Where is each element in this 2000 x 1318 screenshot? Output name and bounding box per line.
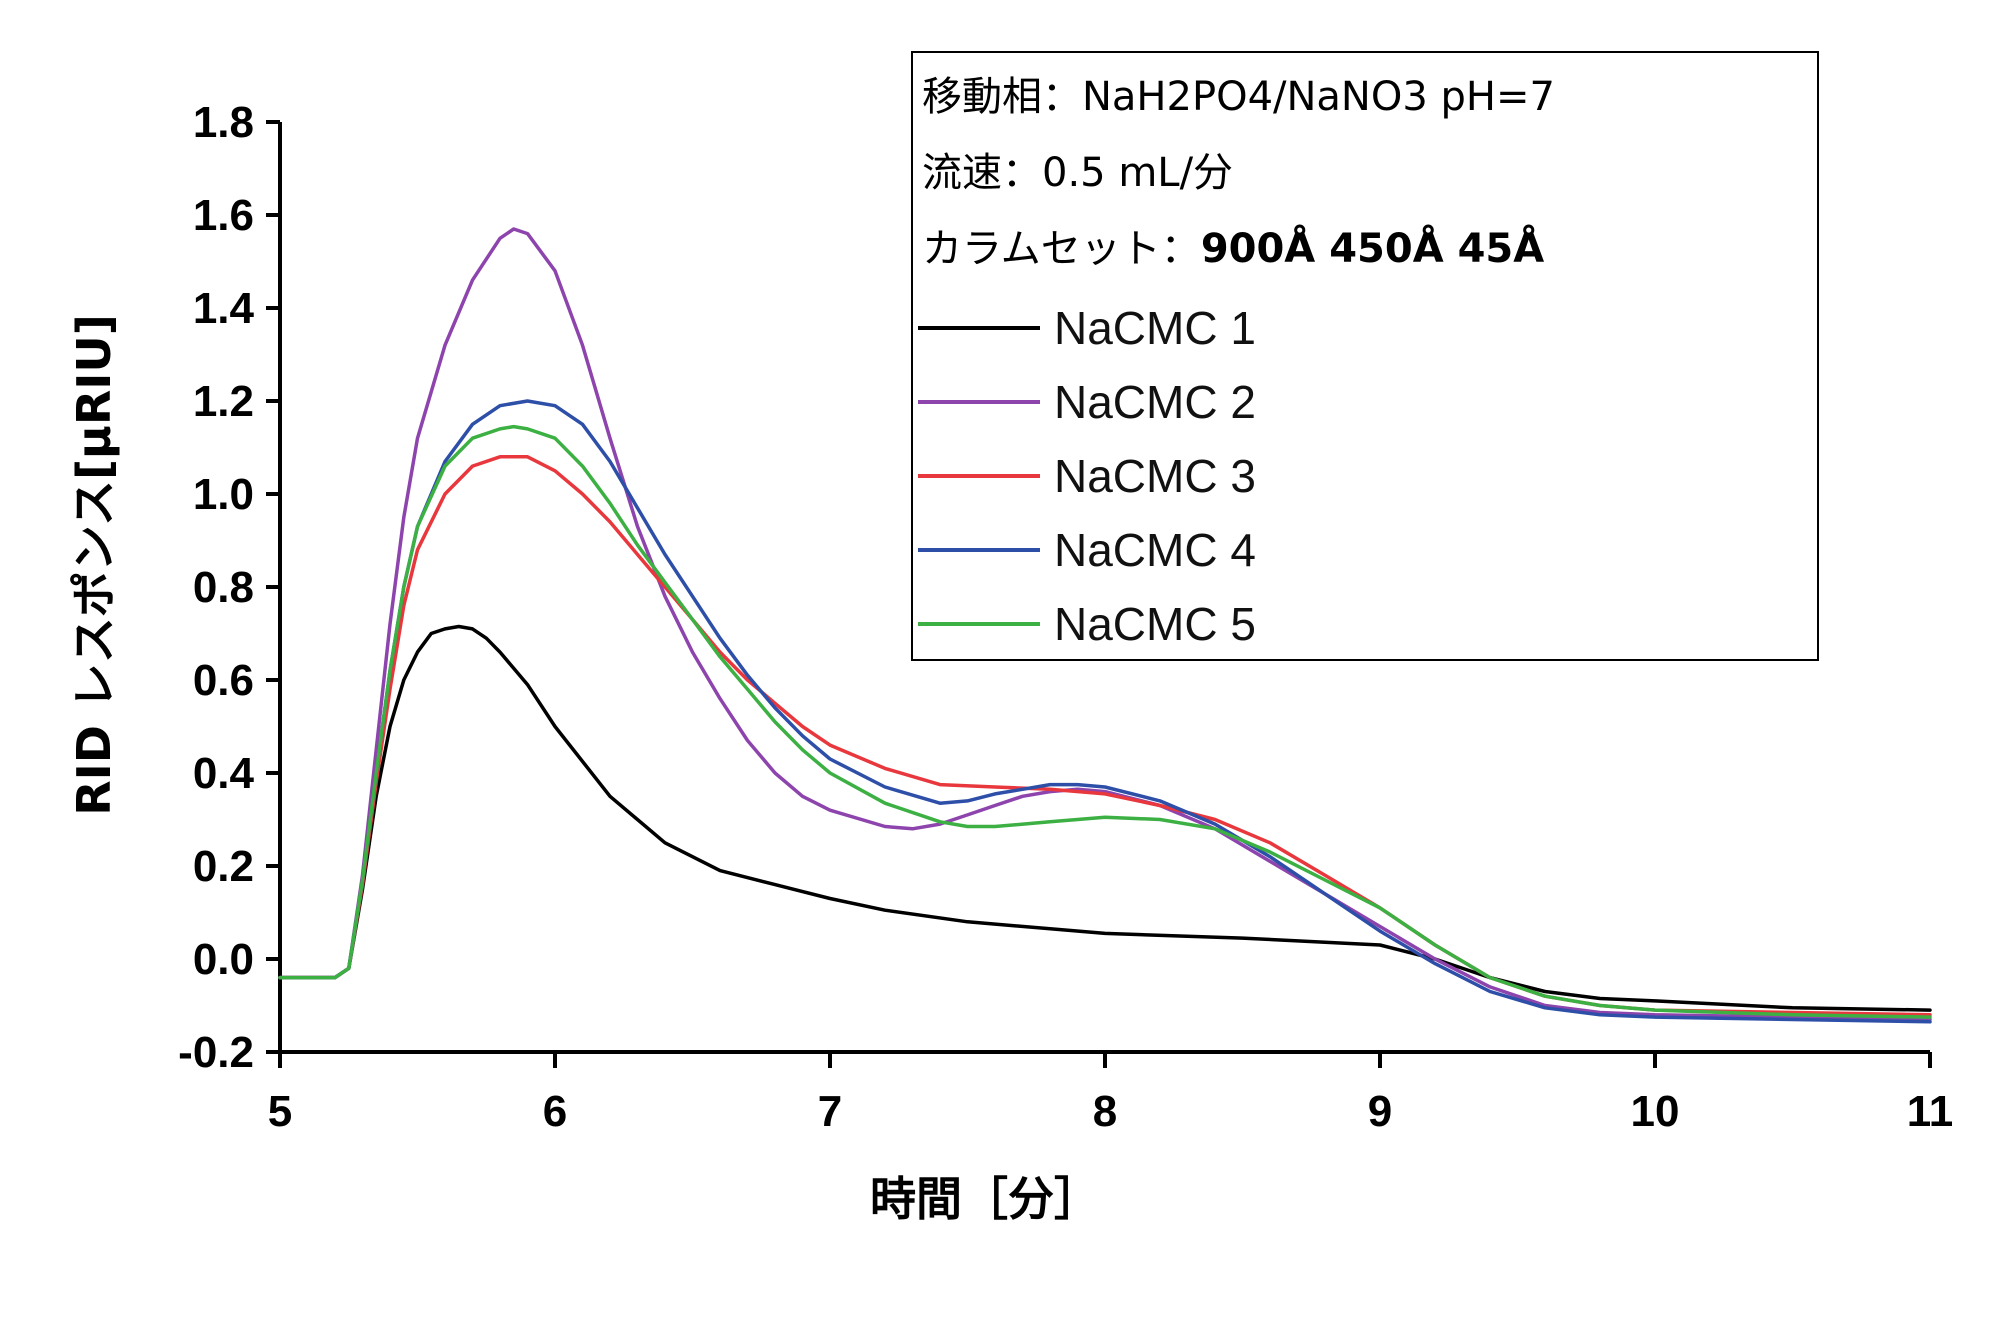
legend-entries: NaCMC 1 NaCMC 2 NaCMC 3 NaCMC 4 NaCMC 5 xyxy=(918,302,1256,650)
legend-frame xyxy=(911,51,1819,661)
condition-line: 流速：0.5 mL/分 xyxy=(922,150,1233,196)
y-tick-label: 1.8 xyxy=(193,98,254,147)
y-tick-label: 1.0 xyxy=(193,470,254,519)
y-tick-label: 1.4 xyxy=(193,284,255,333)
series-line-nacmc-5 xyxy=(278,424,1932,1019)
legend-label: NaCMC 1 xyxy=(1054,302,1256,354)
condition-line: 移動相：NaH2PO4/NaNO3 pH=7 xyxy=(922,74,1555,120)
x-axis-title: 時間［分］ xyxy=(870,1172,1100,1226)
series-line-nacmc-1 xyxy=(278,624,1932,1012)
x-tick-label: 6 xyxy=(543,1087,567,1136)
condition-value: 900Å 450Å 45Å xyxy=(1201,223,1544,272)
condition-label: 流速： xyxy=(922,150,1042,196)
y-tick-label: 1.2 xyxy=(193,377,254,426)
x-tick-label: 8 xyxy=(1093,1087,1117,1136)
legend-label: NaCMC 2 xyxy=(1054,376,1256,428)
x-tick-label: 5 xyxy=(268,1087,292,1136)
condition-line: カラムセット：900Å 450Å 45Å xyxy=(922,223,1544,272)
conditions-list: 移動相：NaH2PO4/NaNO3 pH=7流速：0.5 mL/分カラムセット：… xyxy=(922,74,1555,272)
legend-label: NaCMC 3 xyxy=(1054,450,1256,502)
y-ticks: -0.2 0.0 0.2 0.4 0.6 0.8 1.0 1.2 1.4 1.6 1.8 xyxy=(178,98,280,1077)
y-tick-label: 0.6 xyxy=(193,656,254,705)
series-line-nacmc-2 xyxy=(278,227,1932,1022)
y-tick-label: -0.2 xyxy=(178,1028,254,1077)
x-tick-label: 10 xyxy=(1631,1087,1680,1136)
x-ticks: 5 6 7 8 9 10 11 xyxy=(268,1052,1954,1136)
y-tick-label: 0.0 xyxy=(193,935,254,984)
y-tick-label: 0.4 xyxy=(193,749,255,798)
series-lines xyxy=(278,227,1932,1024)
condition-label: 移動相： xyxy=(922,74,1082,120)
x-tick-label: 11 xyxy=(1907,1087,1954,1136)
condition-label: カラムセット： xyxy=(922,226,1201,272)
legend-box: 移動相：NaH2PO4/NaNO3 pH=7流速：0.5 mL/分カラムセット：… xyxy=(911,51,1819,661)
x-tick-label: 7 xyxy=(818,1087,842,1136)
condition-value: 0.5 mL/分 xyxy=(1042,150,1233,196)
y-axis-title: RID レスポンス[µRIU] xyxy=(67,314,121,816)
legend-label: NaCMC 4 xyxy=(1054,524,1256,576)
y-tick-label: 1.6 xyxy=(193,191,254,240)
legend-label: NaCMC 5 xyxy=(1054,598,1256,650)
y-tick-label: 0.2 xyxy=(193,842,254,891)
x-tick-label: 9 xyxy=(1368,1087,1392,1136)
y-tick-label: 0.8 xyxy=(193,563,254,612)
condition-value: NaH2PO4/NaNO3 pH=7 xyxy=(1082,74,1555,120)
